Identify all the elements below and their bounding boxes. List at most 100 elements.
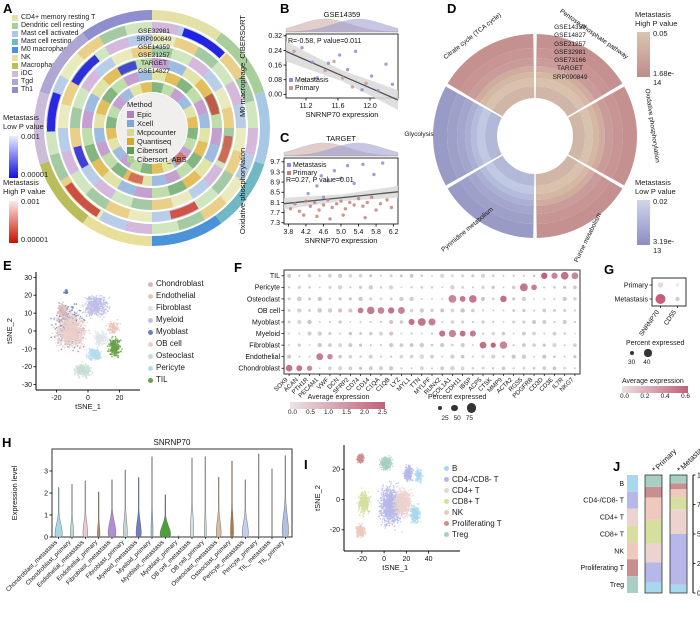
cell-point (380, 492, 383, 495)
ring-segment (221, 106, 234, 128)
cell-point (396, 485, 398, 488)
data-point (302, 213, 306, 217)
cell-point (58, 331, 60, 334)
cell-point (76, 338, 78, 340)
dot (379, 344, 383, 347)
panel-h-label: H (2, 435, 12, 450)
cell-point (97, 336, 100, 338)
legend-swatch (12, 55, 18, 61)
dot (358, 274, 363, 278)
cell-point (85, 300, 88, 303)
cell-point (87, 296, 90, 299)
dot (552, 342, 557, 348)
ring-segment (188, 178, 210, 200)
cell-point (59, 305, 62, 308)
cell-point (103, 338, 106, 341)
cell-point (81, 322, 84, 325)
ring-segment (73, 145, 89, 169)
cell-point (389, 493, 391, 495)
cell-point (109, 349, 112, 352)
legend-swatch (12, 47, 18, 53)
cell-point (95, 334, 97, 337)
cell-point (62, 344, 65, 347)
sunburst-segment (433, 86, 459, 186)
cell-point (75, 303, 78, 305)
cell-point (388, 515, 390, 518)
cell-point (380, 499, 383, 502)
cell-point (111, 331, 114, 333)
data-point (369, 195, 374, 200)
cell-point (97, 314, 99, 317)
cell-point (380, 502, 383, 505)
cell-point (71, 309, 74, 311)
dot (431, 274, 433, 277)
x-tick-label: 6.2 (389, 229, 399, 236)
cell-point (88, 356, 90, 359)
dot (460, 342, 465, 348)
dot (512, 309, 516, 312)
ring-segment (193, 140, 209, 157)
cell-point (101, 318, 104, 321)
cell-point (94, 351, 96, 354)
cell-point (73, 340, 76, 343)
dot (308, 355, 311, 358)
cell-point (380, 504, 383, 507)
cell-point (89, 297, 91, 300)
cell-point (56, 314, 59, 317)
dot (337, 285, 343, 290)
cell-point (116, 341, 119, 344)
dot (533, 355, 535, 358)
ring-segment (133, 185, 152, 199)
dot (400, 367, 403, 370)
group-swatch (289, 86, 293, 90)
legend-swatch (127, 129, 134, 136)
cell-type-label: Mast cell activated (21, 30, 79, 37)
legend-swatch (12, 31, 18, 37)
method-label: Mcpcounter (137, 128, 177, 137)
dot (481, 320, 485, 324)
cell-point (69, 330, 72, 332)
dot (420, 332, 423, 335)
cell-point (106, 338, 109, 341)
cell-point (54, 337, 57, 339)
dot (501, 331, 506, 336)
dot (379, 297, 383, 301)
dot (459, 330, 466, 337)
ring-segment (198, 112, 210, 128)
cell-point (99, 315, 102, 318)
regression-line (285, 50, 399, 101)
cell-point (118, 339, 121, 342)
violin (123, 469, 128, 538)
cell-point (81, 312, 84, 314)
dot (379, 355, 383, 358)
cell-point (92, 303, 95, 306)
cell-point (81, 337, 84, 340)
cell-point (83, 332, 85, 335)
cell-point (70, 344, 73, 346)
cell-point (380, 507, 383, 509)
sunburst-segment (535, 78, 585, 111)
x-axis-label: tSNE_1 (75, 402, 101, 411)
cell-point (89, 332, 91, 335)
cell-point (84, 324, 87, 327)
cell-point (85, 356, 88, 359)
cell-point (98, 307, 101, 310)
legend-dot (148, 353, 153, 359)
cell-point (101, 343, 104, 346)
sunburst-segment (536, 172, 602, 214)
cell-point (113, 328, 116, 331)
cell-point (95, 298, 98, 301)
dot (450, 320, 455, 324)
dot (521, 354, 527, 359)
legend-high-line1: Metastasis (3, 178, 39, 187)
cell-point (401, 531, 403, 533)
dot (522, 366, 526, 370)
avg-tick: 0.0 (288, 409, 298, 416)
cell-point (58, 310, 61, 312)
cell-point (111, 335, 114, 338)
cell-point (407, 513, 410, 516)
cell-point (104, 335, 106, 338)
cell-point (73, 311, 76, 314)
cell-point (103, 309, 106, 311)
cell-point (84, 329, 87, 332)
